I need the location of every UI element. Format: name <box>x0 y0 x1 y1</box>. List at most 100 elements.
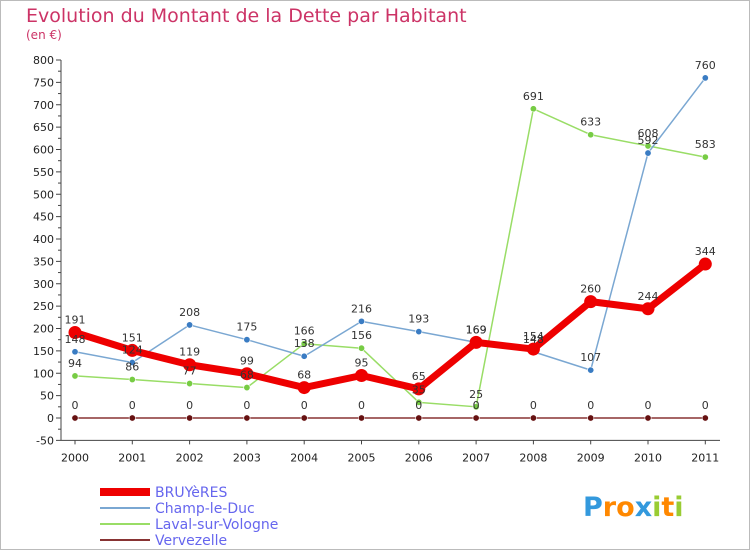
series-point <box>300 414 308 422</box>
data-label: 175 <box>236 321 257 334</box>
y-tick-label: 750 <box>33 76 54 89</box>
y-tick-label: 450 <box>33 211 54 224</box>
logo-letter: o <box>616 492 635 523</box>
series-point <box>641 302 655 316</box>
series-point <box>186 321 194 329</box>
logo-letter: t <box>661 492 674 523</box>
y-tick-label: 400 <box>33 233 54 246</box>
logo-letter: i <box>674 492 683 523</box>
x-tick-label: 2002 <box>176 451 204 464</box>
series-point <box>415 414 423 422</box>
data-label: 148 <box>65 333 86 346</box>
x-tick-label: 2004 <box>290 451 318 464</box>
data-label: 208 <box>179 306 200 319</box>
y-tick-label: 250 <box>33 300 54 313</box>
x-tick-label: 2009 <box>577 451 605 464</box>
data-label: 138 <box>294 337 315 350</box>
data-label: 119 <box>179 346 200 359</box>
logo-letter: x <box>635 492 652 523</box>
data-label: 760 <box>695 59 716 72</box>
data-label: 583 <box>695 138 716 151</box>
x-tick-label: 2007 <box>462 451 490 464</box>
y-tick-label: 800 <box>33 54 54 67</box>
series-layer <box>68 74 712 422</box>
data-label: 94 <box>68 357 82 370</box>
data-label: 0 <box>415 399 422 412</box>
logo-letter: P <box>583 492 603 523</box>
proxiti-logo: Proxiti <box>583 492 684 523</box>
series-point <box>186 380 194 388</box>
data-label: 0 <box>72 399 79 412</box>
x-tick-label: 2001 <box>118 451 146 464</box>
series-point <box>415 398 423 406</box>
data-label: 169 <box>466 323 487 336</box>
data-label: 169 <box>466 323 487 336</box>
series-point <box>644 414 652 422</box>
series-point <box>357 344 365 352</box>
data-label: 0 <box>129 399 136 412</box>
y-tick-label: 100 <box>33 367 54 380</box>
series-point <box>415 328 423 336</box>
y-tick-label: 500 <box>33 188 54 201</box>
data-label: 35 <box>412 383 426 396</box>
series-point <box>297 381 311 395</box>
series-point <box>243 336 251 344</box>
x-tick-label: 2006 <box>405 451 433 464</box>
data-label: 68 <box>297 369 311 382</box>
series-point <box>701 414 709 422</box>
series-point <box>183 358 197 372</box>
y-tick-label: 550 <box>33 166 54 179</box>
series-point <box>300 352 308 360</box>
data-label: 0 <box>358 399 365 412</box>
y-tick-label: -50 <box>36 434 54 447</box>
y-tick-label: 50 <box>40 390 54 403</box>
legend-label: Laval-sur-Vologne <box>155 517 278 533</box>
series-point <box>587 414 595 422</box>
series-3 <box>71 414 709 422</box>
logo-letter: i <box>652 492 661 523</box>
legend-label: Champ-le-Duc <box>155 501 255 517</box>
logo-letter: r <box>603 492 617 523</box>
y-tick-label: 200 <box>33 323 54 336</box>
series-point <box>469 335 483 349</box>
data-label: 592 <box>638 134 659 147</box>
data-label: 99 <box>240 355 254 368</box>
data-label: 151 <box>122 331 143 344</box>
y-tick-label: 300 <box>33 278 54 291</box>
data-label: 25 <box>469 388 483 401</box>
data-label: 156 <box>351 329 372 342</box>
series-point <box>701 153 709 161</box>
legend-label: BRUYèRES <box>155 485 227 501</box>
x-tick-label: 2008 <box>519 451 547 464</box>
data-label: 344 <box>695 245 716 258</box>
y-tick-label: 650 <box>33 121 54 134</box>
data-label: 77 <box>183 365 197 378</box>
chart-subtitle: (en €) <box>26 28 62 42</box>
legend: BRUYèRESChamp-le-DucLaval-sur-VologneVer… <box>100 485 278 549</box>
series-point <box>68 326 82 340</box>
series-point <box>71 372 79 380</box>
data-label: 216 <box>351 302 372 315</box>
series-line <box>74 77 707 371</box>
series-point <box>186 414 194 422</box>
data-label: 191 <box>65 314 86 327</box>
y-tick-label: 600 <box>33 144 54 157</box>
legend-label: Vervezelle <box>155 533 227 549</box>
series-point <box>128 376 136 384</box>
data-label: 68 <box>240 369 254 382</box>
series-point <box>357 317 365 325</box>
series-point <box>701 74 709 82</box>
data-label: 0 <box>587 399 594 412</box>
data-label: 107 <box>580 351 601 364</box>
x-tick-label: 2005 <box>348 451 376 464</box>
data-label: 193 <box>408 313 429 326</box>
y-tick-label: 350 <box>33 255 54 268</box>
data-label: 0 <box>702 399 709 412</box>
data-label: 0 <box>186 399 193 412</box>
x-tick-label: 2010 <box>634 451 662 464</box>
series-point <box>240 367 254 381</box>
data-label: 166 <box>294 325 315 338</box>
